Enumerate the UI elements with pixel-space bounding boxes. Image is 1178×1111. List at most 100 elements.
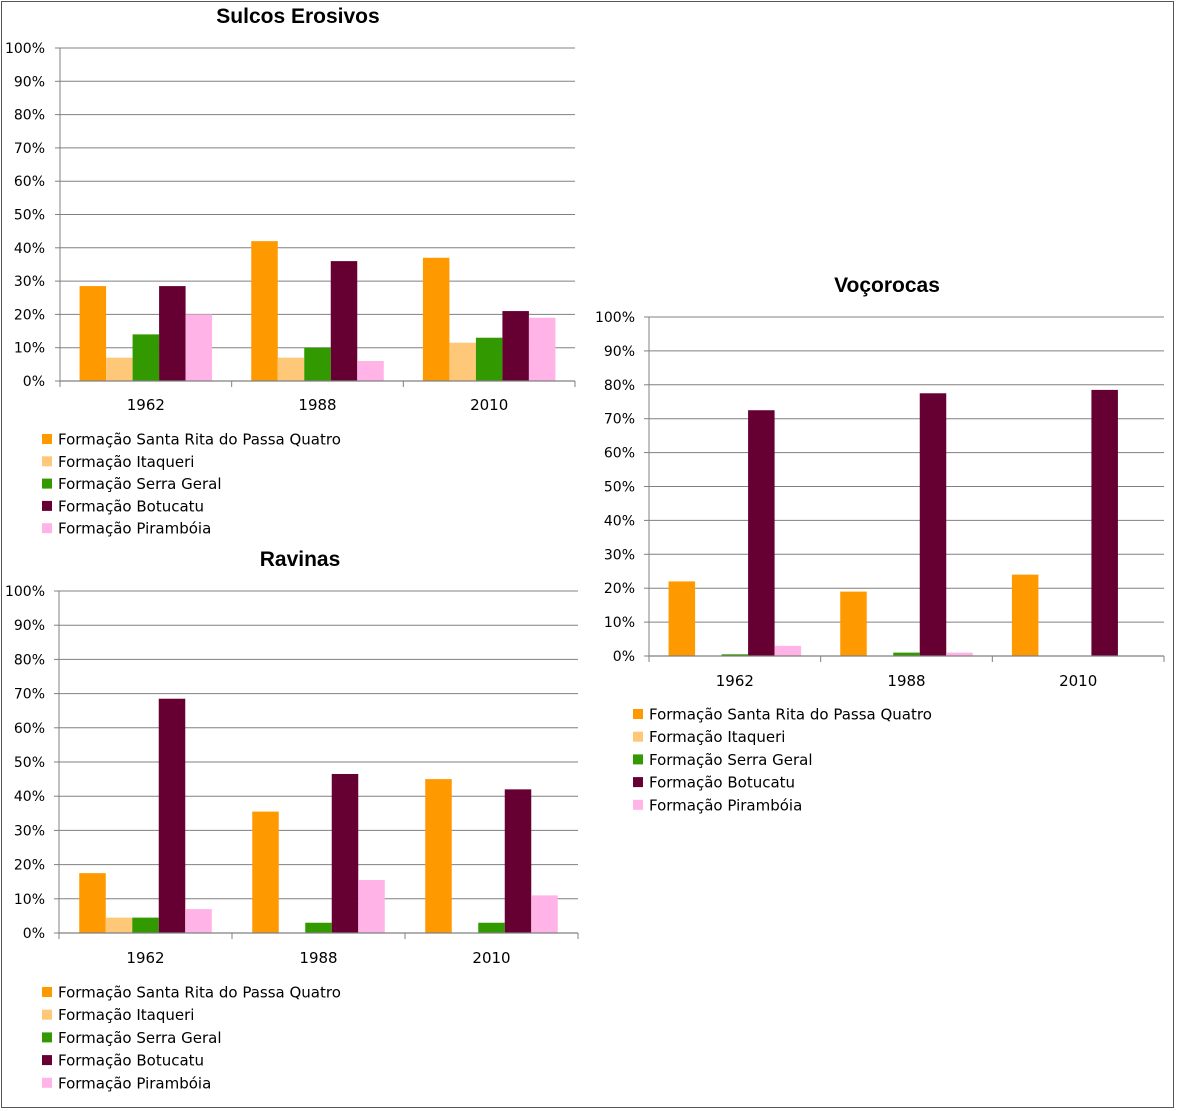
legend-swatch <box>633 799 643 810</box>
chart-title: Voçorocas <box>834 274 940 297</box>
legend-swatch <box>42 987 52 997</box>
y-tick-label: 100% <box>5 41 45 57</box>
y-tick-label: 100% <box>5 584 45 600</box>
legend-label: Formação Santa Rita do Passa Quatro <box>58 431 341 449</box>
y-tick-label: 60% <box>604 446 635 462</box>
bar <box>330 261 358 381</box>
bar <box>1091 389 1118 656</box>
y-tick-label: 40% <box>14 789 45 805</box>
legend-label: Formação Itaqueri <box>58 1006 194 1024</box>
y-tick-label: 80% <box>14 652 45 668</box>
bar <box>158 698 186 933</box>
bar <box>528 317 556 381</box>
chart-title: Sulcos Erosivos <box>216 5 379 28</box>
legend-swatch <box>633 709 643 719</box>
legend-label: Formação Itaqueri <box>58 453 194 471</box>
legend-label: Formação Botucatu <box>58 497 204 515</box>
legend-label: Formação Santa Rita do Passa Quatro <box>58 984 341 1002</box>
y-tick-label: 50% <box>14 208 45 224</box>
x-category-label: 1962 <box>127 396 165 414</box>
x-category-label: 2010 <box>472 949 510 967</box>
y-tick-label: 30% <box>14 274 45 290</box>
x-category-label: 2010 <box>470 396 508 414</box>
y-tick-label: 70% <box>14 687 45 703</box>
legend-label: Formação Botucatu <box>58 1052 204 1070</box>
y-tick-label: 10% <box>14 341 45 357</box>
y-tick-label: 70% <box>14 141 45 157</box>
legend-label: Formação Pirambóia <box>58 520 211 538</box>
legend: Formação Santa Rita do Passa Quatro Forma… <box>42 431 341 538</box>
legend-swatch <box>42 1032 52 1043</box>
bar <box>478 922 505 933</box>
y-tick-label: 10% <box>604 615 635 631</box>
chart-title: Ravinas <box>260 548 341 571</box>
y-tick-label: 0% <box>23 926 45 942</box>
legend-swatch <box>42 1077 52 1088</box>
y-tick-label: 70% <box>604 412 635 428</box>
y-tick-label: 0% <box>23 374 45 390</box>
legend-swatch <box>42 1055 52 1066</box>
bar <box>252 811 279 933</box>
y-tick-label: 20% <box>14 307 45 323</box>
chart-vo-orocas: Voçorocas 0% 10% 20% 30% 40% 50% 60% 70% 80% 90% 10… <box>595 274 1165 814</box>
bar <box>425 779 452 933</box>
bar <box>668 581 696 656</box>
bar <box>159 286 186 381</box>
bar <box>79 873 106 933</box>
bar <box>893 652 920 656</box>
y-tick-label: 100% <box>595 310 635 326</box>
bar <box>106 357 133 381</box>
y-tick-label: 60% <box>14 721 45 737</box>
legend-swatch <box>633 754 643 765</box>
bar <box>357 361 384 381</box>
legend: Formação Santa Rita do Passa Quatro Forma… <box>633 706 932 814</box>
bar <box>358 879 385 933</box>
legend-label: Formação Serra Geral <box>58 1029 222 1047</box>
x-category-label: 2010 <box>1059 672 1097 690</box>
x-category-label: 1988 <box>299 949 337 967</box>
bar <box>305 922 332 933</box>
y-tick-label: 40% <box>604 513 635 529</box>
bar <box>774 645 802 656</box>
y-tick-label: 90% <box>604 344 635 360</box>
bar <box>475 337 503 381</box>
legend-swatch <box>42 478 52 489</box>
bar <box>449 342 476 381</box>
bar <box>277 357 305 381</box>
y-tick-label: 90% <box>14 618 45 634</box>
y-tick-label: 10% <box>14 892 45 908</box>
bar <box>185 314 213 381</box>
y-tick-label: 80% <box>14 108 45 124</box>
bar <box>1011 574 1039 656</box>
legend-swatch <box>42 1009 52 1020</box>
y-tick-label: 90% <box>14 74 45 90</box>
bar <box>251 241 278 381</box>
x-category-label: 1962 <box>716 672 754 690</box>
chart-ravinas: Ravinas 0% 10% 20% 30% 40% 50% 60% 70% 80% 90% 100%… <box>5 548 579 1092</box>
bar <box>132 334 160 381</box>
legend-swatch <box>42 434 52 444</box>
bar <box>840 591 867 656</box>
bar <box>132 917 159 933</box>
bar <box>531 895 558 933</box>
legend-label: Formação Serra Geral <box>649 751 813 769</box>
bar <box>79 286 107 381</box>
y-tick-label: 20% <box>14 858 45 874</box>
bar <box>919 393 947 656</box>
y-tick-label: 30% <box>14 823 45 839</box>
y-tick-label: 60% <box>14 174 45 190</box>
legend-label: Formação Botucatu <box>649 774 795 792</box>
legend-label: Formação Santa Rita do Passa Quatro <box>649 706 932 724</box>
legend-swatch <box>633 731 643 742</box>
y-tick-label: 20% <box>604 581 635 597</box>
bar <box>304 347 331 381</box>
chart-sulcos-erosivos: Sulcos Erosivos 0% 10% 20% 30% 40% 50% 60% 70% 80… <box>5 5 576 538</box>
legend-swatch <box>633 777 643 788</box>
legend-label: Formação Pirambóia <box>649 796 802 814</box>
bar <box>504 789 532 933</box>
bar <box>748 410 775 656</box>
y-tick-label: 80% <box>604 378 635 394</box>
x-category-label: 1988 <box>887 672 925 690</box>
y-tick-label: 50% <box>14 755 45 771</box>
